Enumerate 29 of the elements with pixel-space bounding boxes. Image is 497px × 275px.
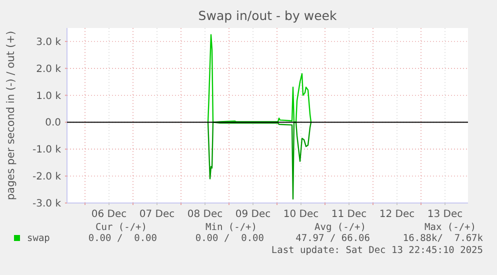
y-axis-title: pages per second in (-) / out (+): [5, 30, 17, 200]
x-tick-label: 06 Dec: [91, 209, 127, 220]
line-series: [207, 122, 312, 200]
y-tick-label: 3.0 k: [36, 36, 62, 48]
x-tick-label: 13 Dec: [427, 209, 463, 220]
legend-label: swap: [27, 233, 50, 244]
x-tick-label: 11 Dec: [331, 209, 367, 220]
y-tick-label: 1.0 k: [36, 90, 62, 102]
text: 16.88k/ 7.67k: [402, 233, 484, 244]
x-tick-label: 12 Dec: [379, 209, 415, 220]
y-tick-label: -3.0 k: [32, 198, 62, 210]
y-tick-label: -1.0 k: [32, 144, 62, 156]
x-tick-label: 09 Dec: [235, 209, 271, 220]
x-tick-label: 07 Dec: [139, 209, 175, 220]
text: 0.00 / 0.00: [88, 233, 158, 244]
x-tick-label: 08 Dec: [187, 209, 223, 220]
text: Avg (-/+): [314, 222, 366, 233]
y-tick-label: 0.0: [45, 118, 61, 129]
text: Cur (-/+): [96, 222, 147, 233]
text: Min (-/+): [206, 222, 257, 233]
line-series: [207, 34, 312, 123]
chart-title: Swap in/out - by week: [198, 8, 338, 23]
x-tick-label: 10 Dec: [283, 209, 319, 220]
y-tick-label: -2.0 k: [32, 172, 62, 183]
text: 47.97 / 66.06: [296, 233, 370, 244]
text: Last update: Sat Dec 13 22:45:10 2025: [271, 245, 483, 256]
y-tick-label: 2.0 k: [36, 64, 62, 75]
text: 0.00 / 0.00: [195, 233, 264, 244]
text: Max (-/+): [424, 222, 476, 233]
